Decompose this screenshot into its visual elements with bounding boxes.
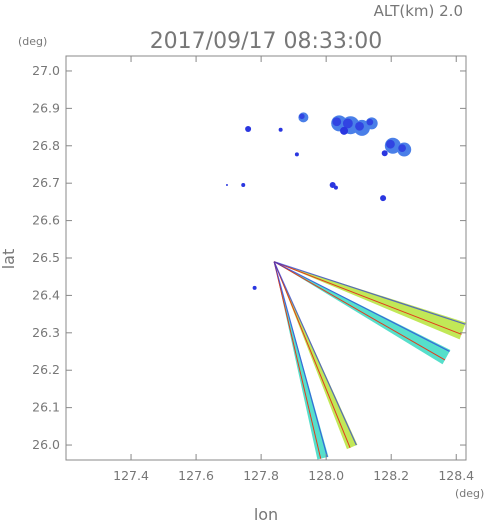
x-tick-label: 127.6: [178, 468, 214, 483]
echo-cell: [278, 127, 283, 132]
beam-edge-line: [273, 261, 351, 448]
echo-cell: [380, 195, 387, 202]
echo-cell-core: [398, 144, 406, 152]
beam-edge-blue: [273, 261, 328, 458]
echo-cell: [252, 285, 257, 290]
echo-cell: [241, 183, 246, 188]
y-tick-label: 26.4: [32, 287, 60, 302]
y-tick-label: 26.0: [32, 437, 60, 452]
plot-frame: [65, 55, 467, 461]
beam-edge-line: [273, 261, 446, 361]
y-tick-label: 27.0: [32, 63, 60, 78]
y-tick-label: 26.7: [32, 175, 60, 190]
y-tick-label: 26.8: [32, 138, 60, 153]
x-tick-label: 128.0: [308, 468, 344, 483]
echo-cell: [329, 182, 336, 189]
y-tick-label: 26.6: [32, 213, 60, 228]
echo-cell-core: [332, 117, 342, 127]
x-tick-label: 127.8: [243, 468, 279, 483]
x-tick-label: 128.2: [373, 468, 409, 483]
beam-edge-blue: [273, 261, 450, 352]
x-axis-label: lon: [254, 505, 278, 521]
x-unit: (deg): [455, 487, 484, 500]
cell-layer: [225, 112, 412, 290]
echo-cell-core: [366, 118, 374, 126]
echo-cell: [245, 125, 252, 132]
echo-cell: [381, 150, 388, 157]
echo-cell-core: [355, 121, 364, 131]
y-tick-label: 26.2: [32, 362, 60, 377]
echo-cell: [225, 184, 228, 187]
chart-subtitle: ALT(km) 2.0: [374, 2, 463, 20]
beam-edge-blue: [273, 261, 466, 325]
beam-edge-blue: [273, 261, 357, 446]
beam-band: [274, 261, 466, 340]
echo-cell-core: [342, 118, 353, 129]
y-tick-label: 26.5: [32, 250, 60, 265]
x-ticks: 127.4 127.6 127.8 128.0 128.2 128.4: [113, 56, 474, 483]
y-unit: (deg): [18, 35, 47, 48]
x-tick-label: 127.4: [113, 468, 149, 483]
chart-title: 2017/09/17 08:33:00: [150, 29, 383, 54]
echo-cell: [294, 152, 299, 157]
y-tick-label: 26.9: [32, 100, 60, 115]
echo-cell: [340, 126, 349, 135]
echo-cell-core: [386, 139, 395, 149]
beam-layer: [273, 261, 466, 460]
echo-cell-core: [299, 113, 305, 120]
y-ticks: 26.0 26.1 26.2 26.3 26.4 26.5 26.6 26.7 26.8 26.9…: [32, 63, 466, 452]
beam-edge-line: [273, 261, 322, 459]
y-axis-label: lat: [0, 249, 18, 270]
beam-edge-line: [273, 261, 462, 335]
y-tick-label: 26.1: [32, 400, 60, 415]
x-tick-label: 128.4: [438, 468, 474, 483]
y-tick-label: 26.3: [32, 325, 60, 340]
echo-cell: [333, 185, 338, 190]
